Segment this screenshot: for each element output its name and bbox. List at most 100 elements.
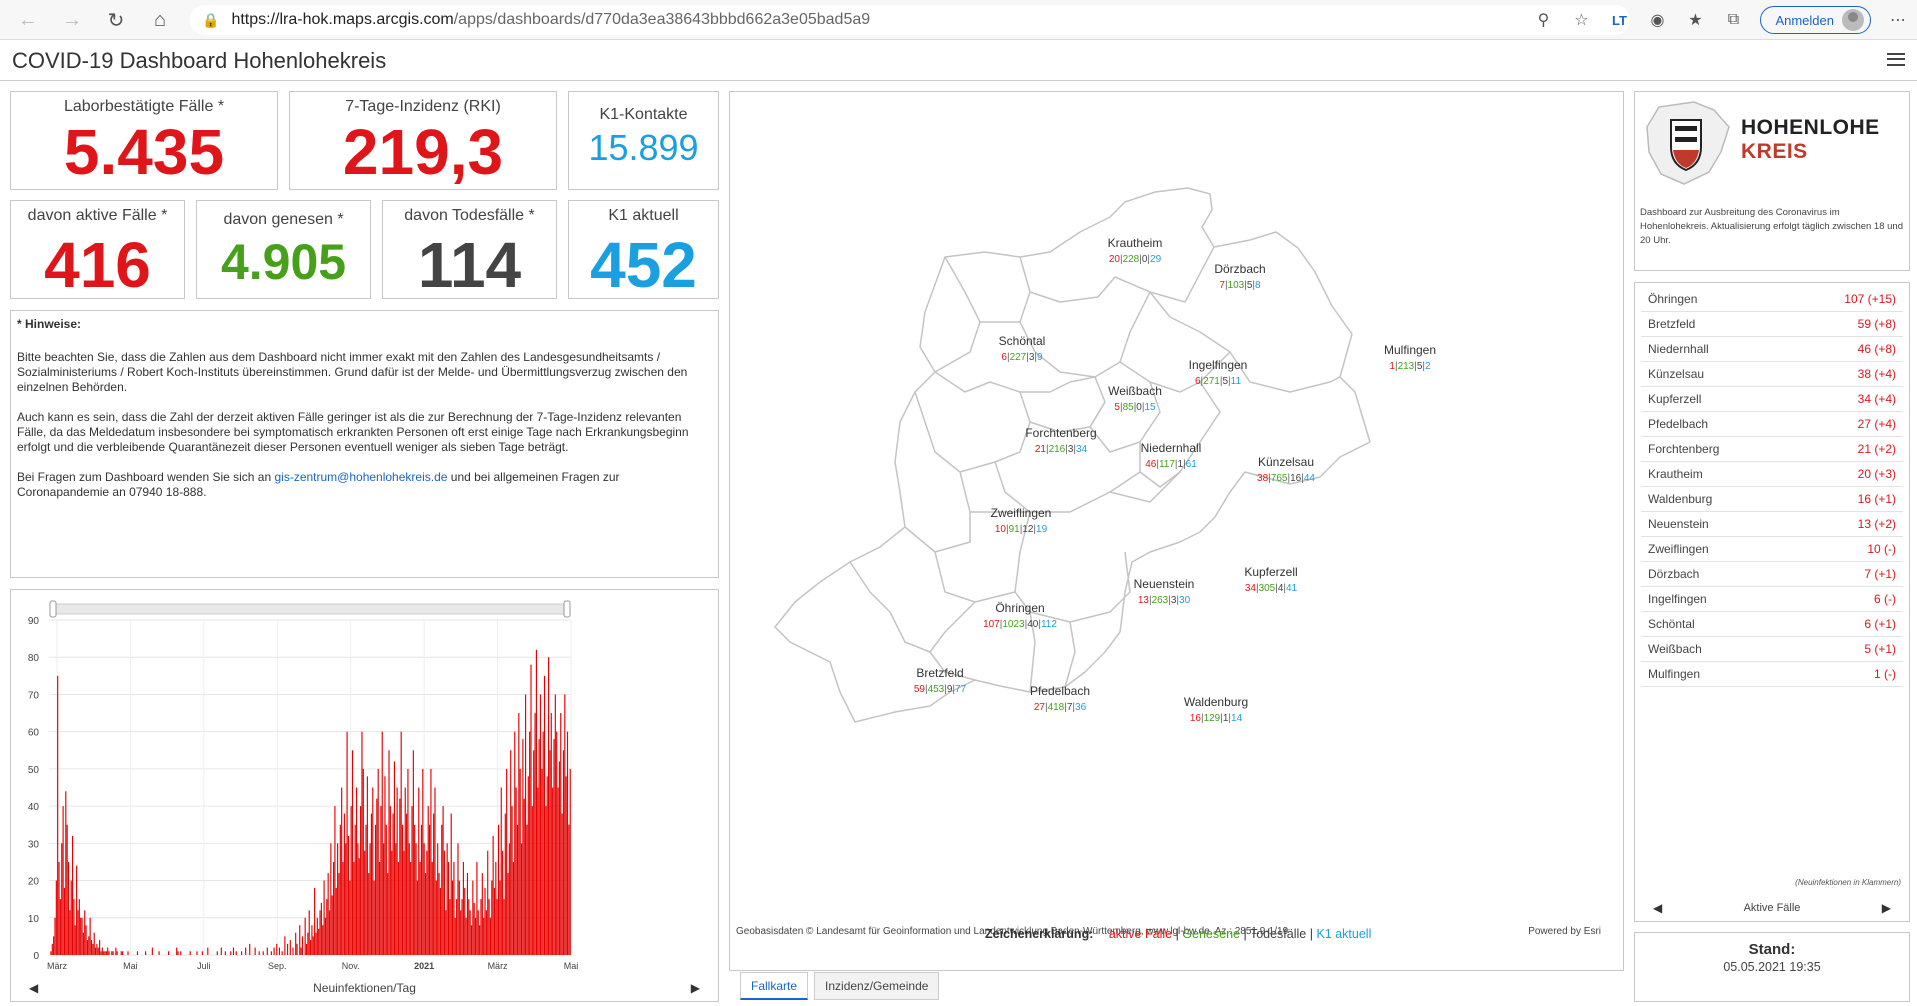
list-item[interactable]: Künzelsau 38 (+4) — [1641, 362, 1903, 387]
chart-bar[interactable] — [418, 787, 420, 956]
chart-bar[interactable] — [70, 880, 72, 955]
cases-chart[interactable]: 0 10 20 30 40 50 60 70 80 90 März Mai Juli Sep. Nov. 20… — [11, 590, 720, 977]
chart-bar[interactable] — [525, 694, 527, 955]
chart-bar[interactable] — [453, 861, 455, 955]
chart-bar[interactable] — [328, 910, 331, 955]
chart-bar[interactable] — [511, 806, 513, 955]
chart-bar[interactable] — [426, 850, 428, 955]
chart-bar[interactable] — [456, 899, 458, 955]
favorites-icon[interactable]: ★ — [1688, 12, 1703, 29]
chart-bar[interactable] — [541, 768, 543, 955]
chart-bar[interactable] — [127, 951, 129, 955]
chart-bar[interactable] — [97, 947, 99, 955]
chart-bar[interactable] — [508, 843, 510, 955]
map-label-name[interactable]: Ingelfingen — [1189, 358, 1248, 372]
chart-bar[interactable] — [189, 951, 191, 955]
signin-button[interactable]: Anmelden — [1760, 6, 1871, 34]
back-icon[interactable]: ← — [18, 8, 38, 31]
chart-bar[interactable] — [101, 947, 103, 955]
slider-handle-left[interactable] — [49, 600, 57, 618]
chart-bar[interactable] — [469, 910, 471, 955]
map-label-name[interactable]: Zweiflingen — [991, 506, 1052, 520]
chart-bar[interactable] — [548, 657, 550, 955]
chart-bar[interactable] — [235, 951, 237, 955]
list-item[interactable]: Neuenstein 13 (+2) — [1641, 512, 1903, 537]
chart-bar[interactable] — [552, 787, 554, 956]
chart-bar[interactable] — [437, 843, 439, 955]
chart-bar[interactable] — [562, 750, 565, 955]
chart-bar[interactable] — [381, 731, 383, 955]
map-label-name[interactable]: Weißbach — [1108, 384, 1162, 398]
chart-bar[interactable] — [496, 899, 498, 955]
chart-bar[interactable] — [74, 925, 76, 955]
chart-bar[interactable] — [502, 850, 504, 955]
chart-bar[interactable] — [86, 940, 89, 955]
contact-email-link[interactable]: gis-zentrum@hohenlohekreis.de — [274, 470, 448, 484]
chart-bar[interactable] — [88, 936, 90, 955]
chart-bar[interactable] — [568, 824, 570, 955]
chart-bar[interactable] — [295, 932, 297, 955]
chart-bar[interactable] — [561, 813, 563, 955]
chart-bar[interactable] — [520, 843, 523, 955]
chart-bar[interactable] — [270, 951, 272, 955]
chart-bar[interactable] — [365, 824, 367, 955]
chart-prev-icon[interactable]: ◀ — [29, 981, 39, 995]
chart-bar[interactable] — [273, 947, 275, 955]
chart-bar[interactable] — [241, 951, 243, 955]
chart-bar[interactable] — [399, 798, 401, 955]
chart-bar[interactable] — [556, 731, 558, 955]
chart-bar[interactable] — [308, 910, 310, 955]
chart-bar[interactable] — [296, 943, 298, 955]
chart-bar[interactable] — [331, 895, 333, 955]
list-item[interactable]: Ingelfingen 6 (-) — [1641, 587, 1903, 612]
chart-bar[interactable] — [499, 880, 501, 955]
chart-bar[interactable] — [392, 813, 394, 955]
chart-bar[interactable] — [534, 713, 536, 955]
chart-bar[interactable] — [312, 936, 314, 955]
chart-bar[interactable] — [258, 951, 260, 955]
chart-bar[interactable] — [422, 768, 424, 955]
chart-bar[interactable] — [442, 806, 444, 955]
chart-bar[interactable] — [59, 899, 61, 955]
chart-bar[interactable] — [346, 731, 348, 955]
chart-bar[interactable] — [358, 858, 360, 955]
chart-bar[interactable] — [408, 843, 410, 955]
chart-bar[interactable] — [301, 936, 304, 955]
chart-bar[interactable] — [360, 806, 362, 955]
chart-bar[interactable] — [158, 951, 160, 955]
chart-bar[interactable] — [322, 925, 324, 955]
chart-bar[interactable] — [362, 768, 364, 955]
chart-bar[interactable] — [115, 947, 117, 955]
zoom-icon[interactable]: ⚲ — [1537, 12, 1550, 29]
chart-bar[interactable] — [122, 951, 124, 955]
chart-bar[interactable] — [89, 917, 91, 955]
chart-bar[interactable] — [477, 910, 479, 955]
list-item[interactable]: Waldenburg 16 (+1) — [1641, 487, 1903, 512]
chart-bar[interactable] — [349, 880, 351, 955]
chart-bar[interactable] — [69, 910, 71, 955]
chart-bar[interactable] — [514, 731, 516, 955]
chart-bar[interactable] — [391, 850, 393, 955]
chart-bar[interactable] — [314, 888, 316, 955]
tab-inzidenz-gemeinde[interactable]: Inzidenz/Gemeinde — [814, 972, 940, 1000]
chart-bar[interactable] — [180, 951, 182, 955]
chart-bar[interactable] — [111, 951, 113, 955]
chart-bar[interactable] — [479, 925, 481, 955]
chart-bar[interactable] — [339, 824, 341, 955]
chart-bar[interactable] — [82, 932, 84, 955]
chart-bar[interactable] — [515, 787, 517, 956]
more-icon[interactable]: ⋯ — [1890, 12, 1906, 29]
chart-bar[interactable] — [516, 824, 519, 955]
chart-bar[interactable] — [549, 750, 551, 955]
chart-bar[interactable] — [354, 824, 356, 955]
chart-bar[interactable] — [120, 951, 122, 955]
chart-bar[interactable] — [355, 787, 358, 956]
chart-bar[interactable] — [66, 824, 68, 955]
chart-bar[interactable] — [507, 873, 509, 955]
chart-bar[interactable] — [54, 917, 56, 955]
chart-bar[interactable] — [414, 824, 416, 955]
chart-bar[interactable] — [369, 843, 371, 955]
chart-bar[interactable] — [65, 791, 67, 955]
chart-bar[interactable] — [103, 951, 105, 955]
chart-bar[interactable] — [104, 951, 106, 955]
